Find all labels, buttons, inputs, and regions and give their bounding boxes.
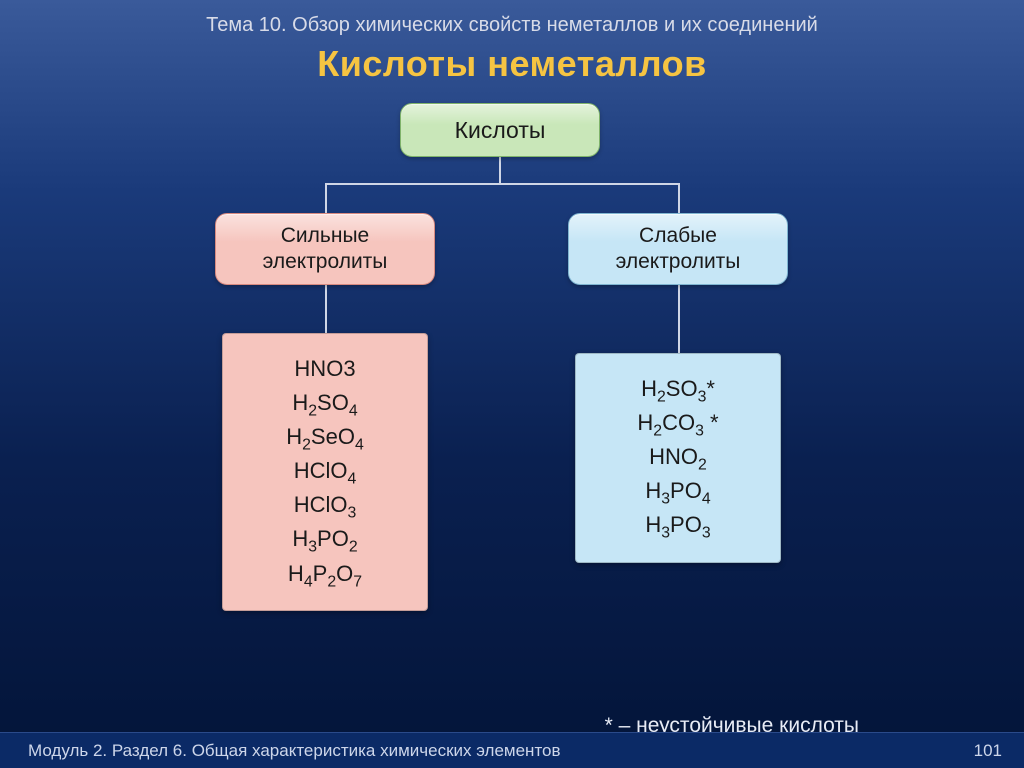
formula: H2SO3* [588,372,768,406]
formula: H2SeO4 [235,420,415,454]
formula: H3PO4 [588,474,768,508]
slide-container: Тема 10. Обзор химических свойств немета… [0,0,1024,768]
slide-title: Кислоты неметаллов [0,43,1024,85]
branch-list-1: H2SO3*H2CO3 *HNO2H3PO4H3PO3 [575,353,781,563]
connector-line [325,183,327,213]
formula: H3PO2 [235,522,415,556]
formula: HClO3 [235,488,415,522]
connector-line [678,285,680,353]
branch-header-1: Слабые электролиты [568,213,788,285]
formula: H2SO4 [235,386,415,420]
connector-line [678,183,680,213]
connector-line [325,183,680,185]
formula: H2CO3 * [588,406,768,440]
branch-header-0: Сильные электролиты [215,213,435,285]
formula: HClO4 [235,454,415,488]
connector-line [325,285,327,333]
footer-left: Модуль 2. Раздел 6. Общая характеристика… [28,741,561,761]
slide-footer: Модуль 2. Раздел 6. Общая характеристика… [0,732,1024,768]
diagram-area: Кислоты Сильные электролиты HNO3H2SO4H2SeO… [0,103,1024,663]
formula: H4P2O7 [235,557,415,591]
formula: HNO3 [235,352,415,386]
branch-list-0: HNO3H2SO4H2SeO4HClO4HClO3H3PO2H4P2O7 [222,333,428,611]
formula: HNO2 [588,440,768,474]
connector-line [499,157,501,183]
formula: H3PO3 [588,508,768,542]
topic-line: Тема 10. Обзор химических свойств немета… [0,0,1024,37]
root-node: Кислоты [400,103,600,157]
footer-page-number: 101 [974,741,1002,761]
